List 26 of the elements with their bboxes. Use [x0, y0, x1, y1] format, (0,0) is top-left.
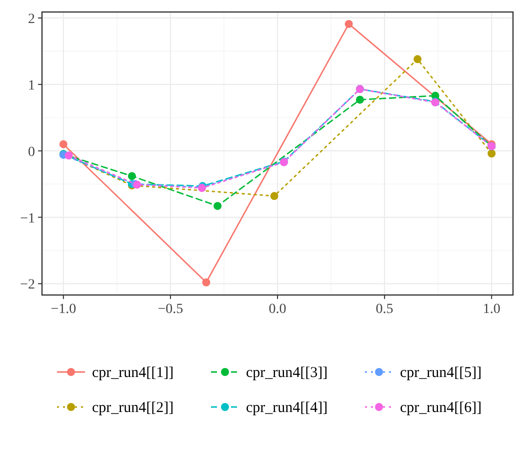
legend-label: cpr_run4[[1]]: [92, 365, 174, 381]
point: [128, 172, 136, 180]
x-tick-label: 0.0: [268, 302, 286, 317]
x-tick-label: −0.5: [158, 302, 184, 317]
point: [270, 192, 278, 200]
y-tick-label: 1: [28, 78, 35, 94]
y-tick-label: 0: [28, 144, 35, 160]
legend-label: cpr_run4[[2]]: [92, 400, 174, 416]
legend-label: cpr_run4[[6]]: [400, 400, 482, 416]
point: [214, 202, 222, 210]
point: [344, 20, 353, 28]
y-tick-label: −1: [20, 211, 35, 226]
legend-label: cpr_run4[[5]]: [400, 365, 482, 381]
point: [414, 55, 422, 64]
point: [356, 96, 364, 104]
x-tick-label: 1.0: [482, 302, 500, 317]
legend-label: cpr_run4[[4]]: [246, 400, 328, 416]
point: [59, 140, 68, 148]
point: [64, 151, 73, 160]
x-tick-label: −1.0: [50, 302, 76, 317]
y-tick-label: 2: [28, 12, 35, 27]
legend-label: cpr_run4[[3]]: [246, 365, 328, 381]
point: [202, 278, 210, 286]
y-tick-label: −2: [20, 278, 35, 293]
x-tick-label: 0.5: [376, 302, 394, 317]
point: [488, 150, 496, 158]
